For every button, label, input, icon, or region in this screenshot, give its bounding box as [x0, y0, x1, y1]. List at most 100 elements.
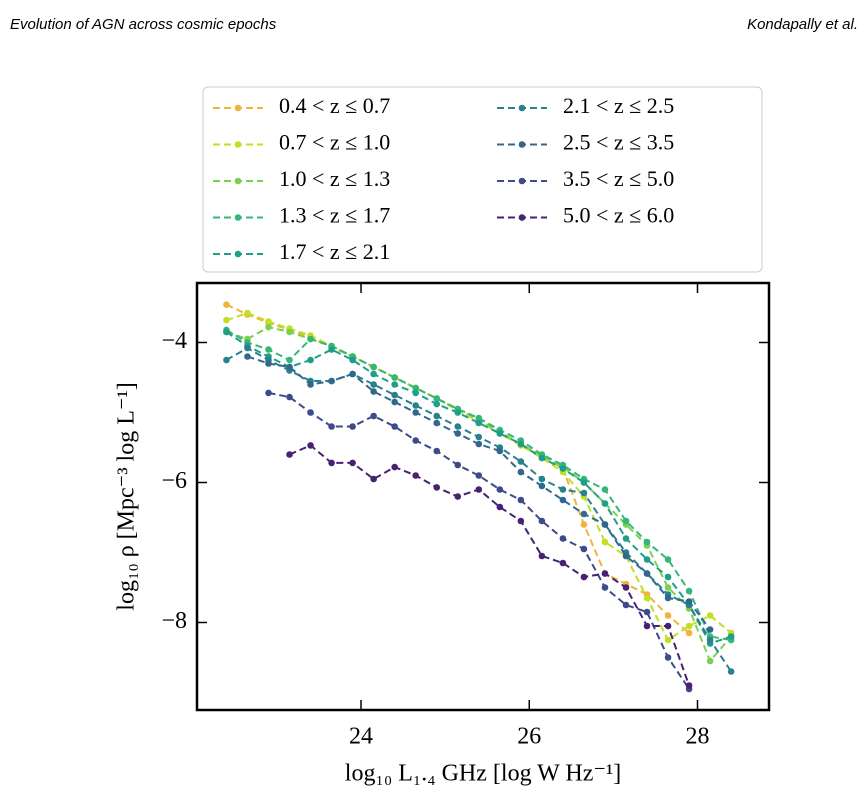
point — [580, 510, 588, 518]
point — [664, 612, 672, 619]
point — [664, 584, 672, 591]
point — [643, 594, 651, 602]
point — [643, 622, 651, 630]
x-axis-label: log₁₀ L₁.₄ GHz [log W Hz⁻¹] — [345, 761, 621, 787]
point — [307, 442, 314, 449]
point — [664, 636, 672, 644]
point — [664, 622, 672, 630]
legend-label: 3.5 < z ≤ 5.0 — [563, 166, 674, 191]
point — [433, 447, 441, 455]
point — [286, 393, 293, 401]
point — [391, 374, 398, 381]
point — [370, 412, 377, 420]
point — [328, 459, 335, 467]
point — [727, 668, 735, 675]
point — [622, 517, 630, 525]
point — [601, 500, 609, 507]
legend-marker — [518, 104, 526, 112]
point — [538, 482, 546, 490]
point — [727, 633, 735, 640]
plot-frame — [195, 281, 771, 712]
point — [370, 381, 377, 388]
series-line — [247, 355, 711, 631]
point — [559, 535, 567, 542]
point — [622, 601, 630, 609]
y-tick-label: −6 — [161, 468, 187, 494]
point — [601, 486, 609, 493]
series-line — [268, 391, 690, 690]
legend-label: 0.7 < z ≤ 1.0 — [279, 130, 390, 155]
point — [433, 419, 441, 427]
point — [706, 626, 714, 633]
point — [538, 517, 546, 525]
point — [265, 389, 272, 397]
point — [601, 570, 609, 577]
point — [349, 423, 356, 430]
point — [496, 486, 504, 493]
point — [412, 402, 420, 409]
point — [517, 440, 525, 448]
point — [412, 409, 420, 416]
legend-label: 0.4 < z ≤ 0.7 — [279, 93, 390, 118]
point — [601, 584, 609, 591]
point — [538, 552, 546, 560]
point — [328, 423, 335, 430]
point — [685, 587, 693, 595]
point — [559, 465, 567, 472]
legend-label: 1.0 < z ≤ 1.3 — [279, 166, 390, 191]
point — [559, 559, 567, 567]
point — [496, 430, 504, 437]
legend-label: 1.7 < z ≤ 2.1 — [279, 239, 390, 264]
point — [706, 657, 714, 665]
point — [265, 360, 272, 367]
point — [433, 412, 441, 420]
point — [538, 475, 546, 483]
point — [307, 381, 314, 388]
legend-marker — [234, 214, 242, 221]
point — [475, 486, 483, 493]
point — [496, 503, 504, 511]
point — [286, 451, 293, 458]
legend-marker — [234, 141, 242, 148]
point — [580, 521, 588, 528]
legend-marker — [234, 250, 242, 258]
legend-box — [202, 86, 763, 273]
point — [664, 573, 672, 581]
point — [559, 496, 567, 504]
legend-marker — [518, 214, 526, 221]
x-tick-label: 28 — [686, 724, 710, 750]
series-line — [289, 444, 691, 686]
point — [307, 356, 314, 364]
point — [328, 377, 335, 385]
point — [622, 552, 630, 560]
point — [433, 400, 441, 408]
point — [412, 384, 420, 392]
point — [643, 570, 651, 577]
point — [664, 594, 672, 602]
point — [223, 316, 230, 324]
point — [454, 461, 462, 469]
point — [370, 475, 377, 483]
point — [391, 391, 398, 399]
point — [370, 370, 377, 378]
point — [517, 496, 525, 504]
point — [643, 608, 651, 616]
point — [580, 545, 588, 553]
point — [643, 556, 651, 563]
point — [223, 356, 230, 364]
point — [475, 472, 483, 479]
point — [685, 682, 693, 689]
point — [370, 363, 377, 371]
point — [475, 433, 483, 441]
point — [475, 414, 483, 422]
point — [622, 535, 630, 542]
legend-label: 2.1 < z ≤ 2.5 — [563, 93, 674, 118]
point — [517, 458, 525, 465]
point — [454, 430, 462, 437]
point — [265, 318, 272, 325]
point — [370, 388, 377, 395]
point — [412, 472, 420, 479]
point — [664, 556, 672, 563]
y-tick-label: −8 — [161, 608, 187, 634]
